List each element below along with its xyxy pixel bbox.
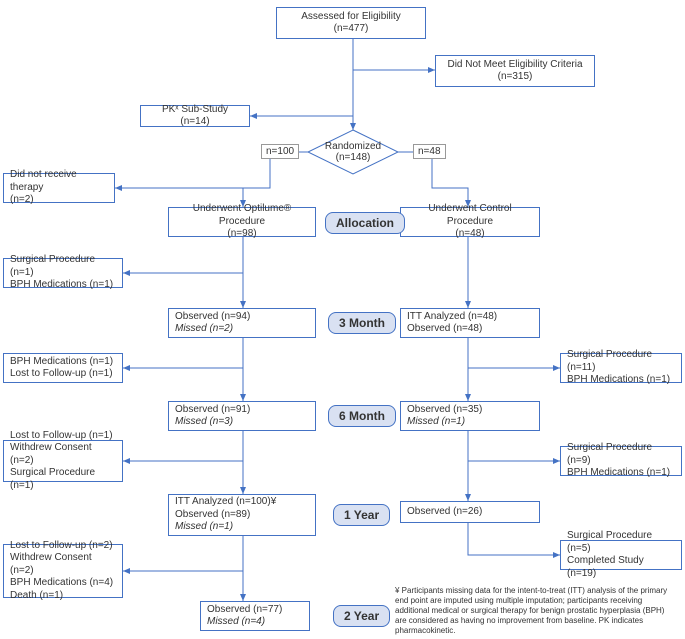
box-obs6_left: Observed (n=91)Missed (n=3) (168, 401, 316, 431)
stage-m6: 6 Month (328, 405, 396, 427)
box-right_loss_6m: Surgical Procedure (n=11)BPH Medications… (560, 353, 682, 383)
stage-allocation: Allocation (325, 212, 405, 234)
box-left_loss_2y: Lost to Follow-up (n=2)Withdrew Consent … (3, 544, 123, 598)
arm-left-label: n=100 (261, 144, 299, 159)
stage-m3: 3 Month (328, 312, 396, 334)
box-obs2y_left: Observed (n=77)Missed (n=4) (200, 601, 310, 631)
box-alloc_right: Underwent Control Procedure(n=48) (400, 207, 540, 237)
box-obs1y_left: ITT Analyzed (n=100)¥Observed (n=89)Miss… (168, 494, 316, 536)
arm-right-label: n=48 (413, 144, 446, 159)
footnote: ¥ Participants missing data for the inte… (395, 586, 678, 636)
diamond-line2: (n=148) (318, 152, 388, 163)
box-obs6_right: Observed (n=35)Missed (n=1) (400, 401, 540, 431)
box-alloc_left: Underwent Optilume® Procedure(n=98) (168, 207, 316, 237)
box-no_therapy: Did not receive therapy(n=2) (3, 173, 115, 203)
box-right_loss_1y: Surgical Procedure (n=9)BPH Medications … (560, 446, 682, 476)
stage-y1: 1 Year (333, 504, 390, 526)
box-right_loss_2y: Surgical Procedure (n=5)Completed Study … (560, 540, 682, 570)
box-eligibility: Assessed for Eligibility(n=477) (276, 7, 426, 39)
box-left_loss_3m: Surgical Procedure (n=1)BPH Medications … (3, 258, 123, 288)
diamond-line1: Randomized (318, 141, 388, 152)
box-obs3_left: Observed (n=94)Missed (n=2) (168, 308, 316, 338)
box-obs3_right: ITT Analyzed (n=48)Observed (n=48) (400, 308, 540, 338)
box-left_loss_6m: BPH Medications (n=1)Lost to Follow-up (… (3, 353, 123, 383)
box-obs1y_right: Observed (n=26) (400, 501, 540, 523)
box-not_eligible: Did Not Meet Eligibility Criteria(n=315) (435, 55, 595, 87)
stage-y2: 2 Year (333, 605, 390, 627)
randomized-diamond: Randomized (n=148) (318, 141, 388, 163)
box-pk: PKˣ Sub-Study (n=14) (140, 105, 250, 127)
box-left_loss_1y: Lost to Follow-up (n=1)Withdrew Consent … (3, 440, 123, 482)
